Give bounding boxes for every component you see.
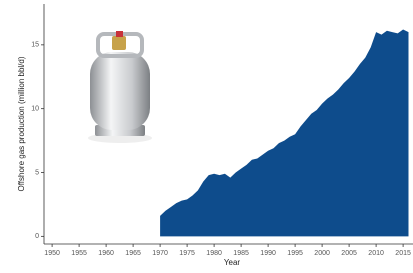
plot-area [160,30,408,237]
x-tick-label: 1995 [287,250,303,257]
x-tick-label: 1965 [125,250,141,257]
x-tick-label: 2005 [341,250,357,257]
y-axis-title: Offshore gas production (million bbl/d) [17,56,26,191]
page: {"chart_data": {"type": "area", "x_label… [0,0,413,273]
x-tick-label: 1990 [260,250,276,257]
x-tick-label: 1975 [179,250,195,257]
x-tick-label: 1980 [206,250,222,257]
y-tick-label: 5 [35,169,39,176]
x-tick-label: 2000 [314,250,330,257]
x-tick-label: 1960 [98,250,114,257]
x-tick-label: 1970 [152,250,168,257]
x-axis-title: Year [224,258,241,267]
x-tick-label: 1985 [233,250,249,257]
chart: Year Offshore gas production (million bb… [0,0,413,273]
area [160,30,408,237]
x-tick-label: 2015 [395,250,411,257]
x-tick-label: 1955 [71,250,87,257]
gas-cylinder-illustration [88,31,152,143]
y-tick-label: 15 [31,42,39,49]
x-tick-label: 1950 [44,250,60,257]
x-tick-label: 2010 [368,250,384,257]
y-tick-label: 10 [31,106,39,113]
y-tick-label: 0 [35,233,39,240]
